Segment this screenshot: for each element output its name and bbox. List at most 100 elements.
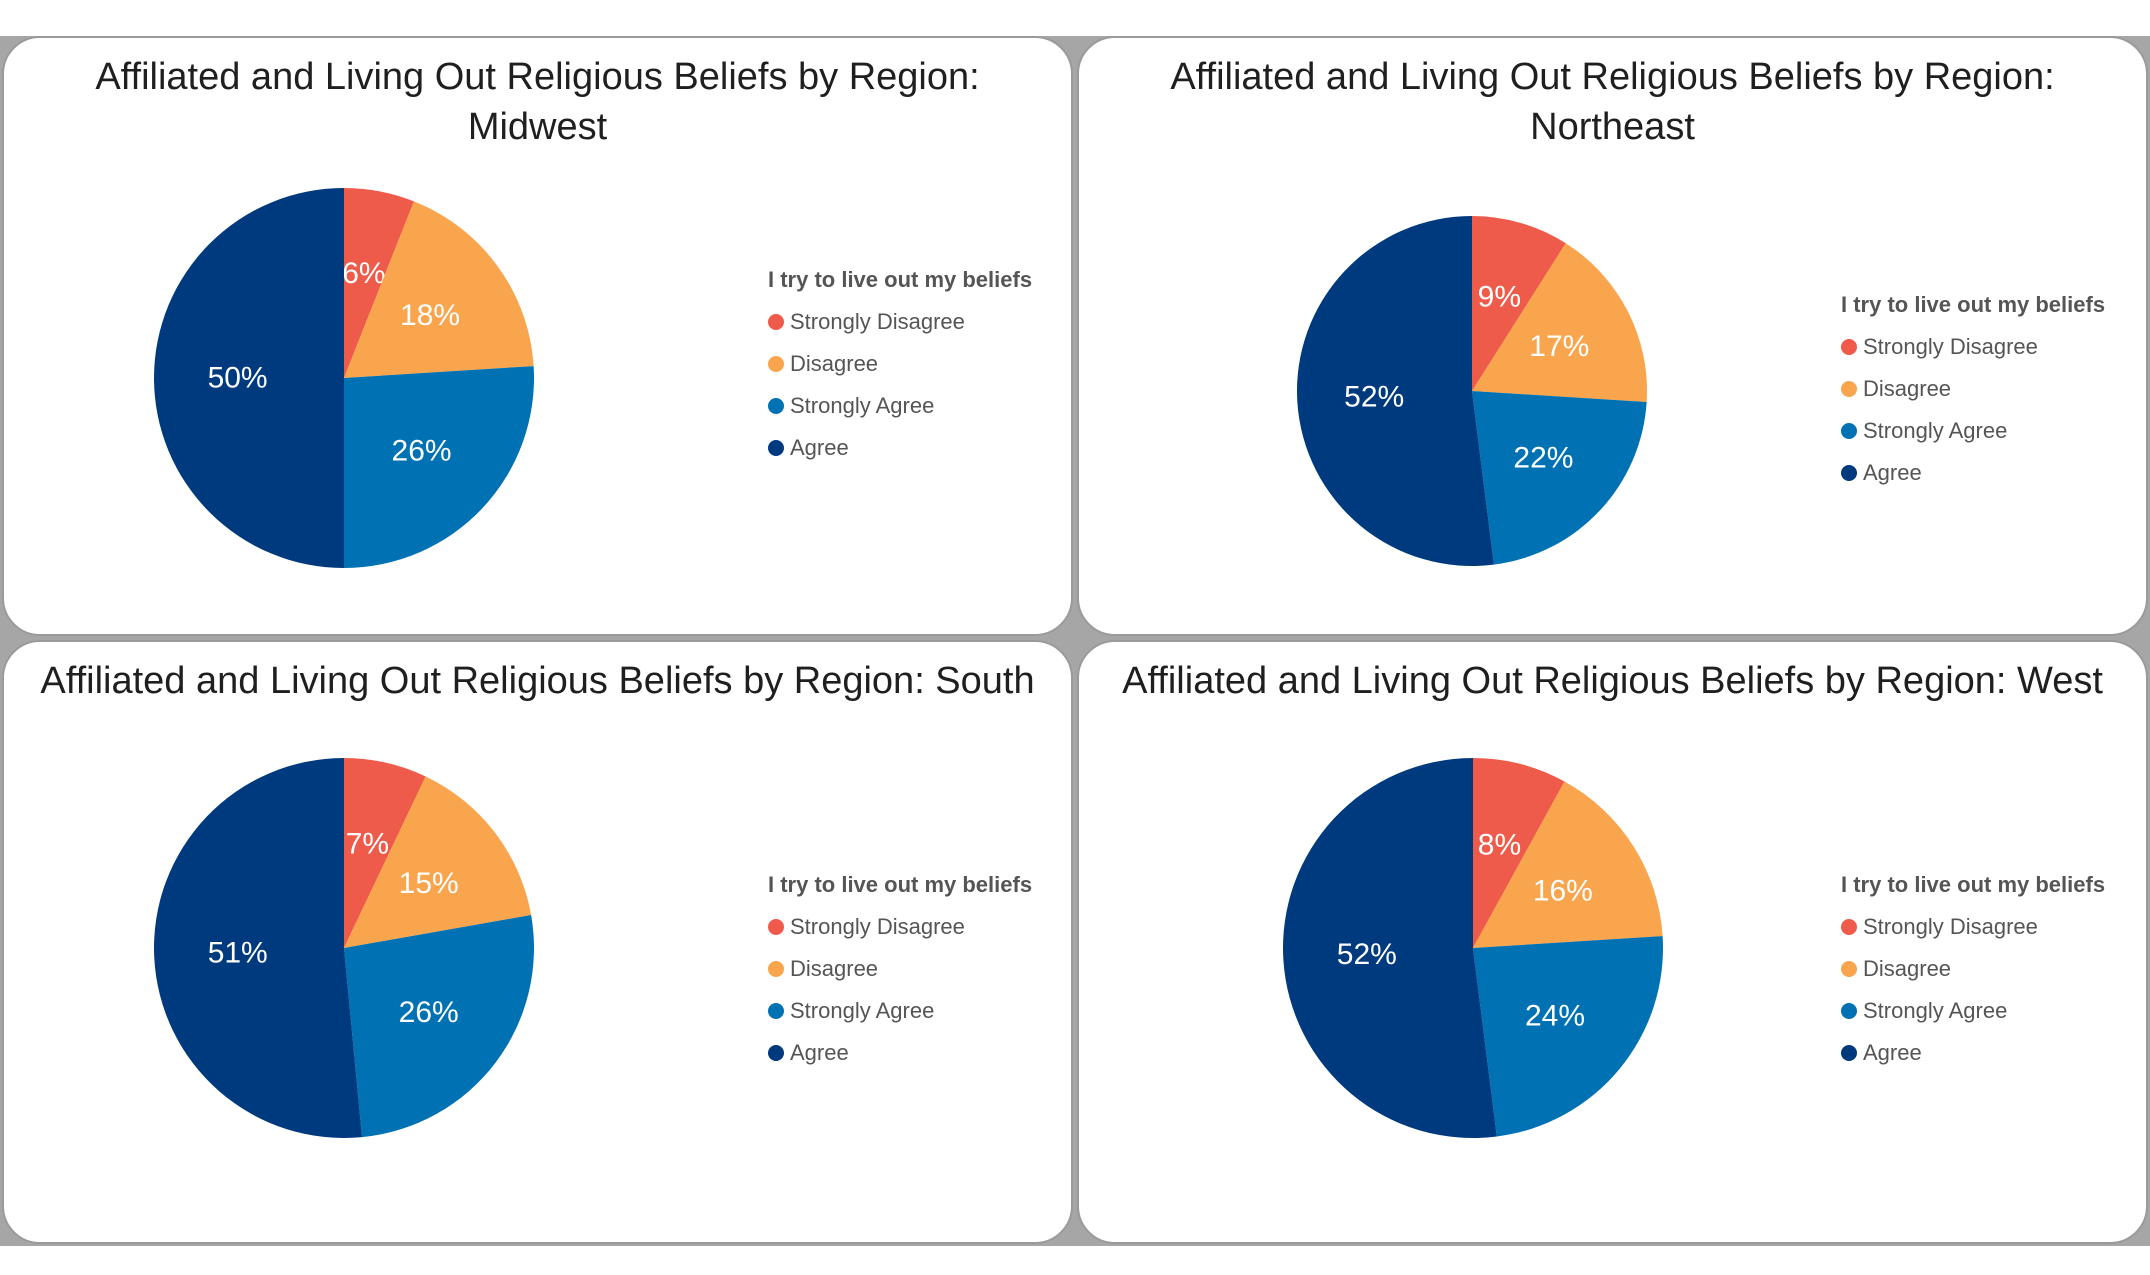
legend-item-strongly-disagree: Strongly Disagree — [1841, 326, 2105, 368]
legend-swatch — [1841, 919, 1857, 935]
legend-item-disagree: Disagree — [1841, 948, 2105, 990]
legend-swatch — [1841, 465, 1857, 481]
legend-label: Agree — [1863, 1040, 1922, 1065]
legend-swatch — [1841, 339, 1857, 355]
legend-title: I try to live out my beliefs — [1841, 292, 2106, 317]
legend-label: Strongly Agree — [1863, 418, 2008, 443]
legend-item-strongly-agree: Strongly Agree — [1841, 410, 2105, 452]
chart-legend: I try to live out my beliefs Strongly Di… — [1841, 872, 2105, 1074]
pie-slice-strongly-disagree — [344, 758, 426, 948]
legend-item-disagree: Disagree — [768, 948, 1032, 990]
legend-item-disagree: Disagree — [1841, 368, 2105, 410]
data-label-strongly-disagree: 9% — [1478, 280, 1521, 313]
chart-legend: I try to live out my beliefs Strongly Di… — [768, 872, 1032, 1074]
pie-chart: 9%17% 22% 52% — [1297, 216, 1647, 566]
legend-item-strongly-disagree: Strongly Disagree — [768, 301, 1032, 343]
pie-chart: 6% 18% 26% 50% — [154, 188, 534, 568]
chart-title: Affiliated and Living Out Religious Beli… — [40, 660, 1035, 702]
data-label-disagree: 16% — [1533, 874, 1593, 907]
pie-slice-strongly-agree — [1472, 391, 1647, 565]
pie-slice-strongly-disagree — [1473, 758, 1565, 948]
data-label-strongly-disagree: 8% — [1478, 828, 1521, 861]
legend-swatch — [1841, 961, 1857, 977]
legend-label: Strongly Agree — [790, 998, 935, 1023]
pie-slice-agree — [1283, 758, 1497, 1138]
chart-panel-west: Affiliated and Living Out Religious Beli… — [1077, 640, 2148, 1244]
chart-legend: I try to live out my beliefs Strongly Di… — [768, 267, 1032, 469]
chart-title: Affiliated and Living Out Religious Beli… — [1170, 56, 2055, 148]
data-label-disagree: 18% — [400, 299, 460, 332]
chart-legend: I try to live out my beliefs Strongly Di… — [1841, 292, 2105, 494]
data-label-agree: 52% — [1344, 381, 1404, 414]
pie-slice-agree — [154, 758, 363, 1138]
legend-label: Strongly Agree — [1863, 998, 2008, 1023]
data-label-strongly-agree: 26% — [392, 434, 452, 467]
pie-slice-strongly-disagree — [344, 188, 414, 378]
legend-item-strongly-agree: Strongly Agree — [768, 385, 1032, 427]
legend-swatch — [1841, 381, 1857, 397]
legend-swatch — [768, 440, 784, 456]
legend-label: Strongly Disagree — [790, 914, 965, 939]
pie-slice-strongly-disagree — [1472, 216, 1566, 391]
legend-item-disagree: Disagree — [768, 343, 1032, 385]
legend-title: I try to live out my beliefs — [1841, 872, 2106, 897]
data-label-agree: 50% — [208, 362, 268, 395]
pie-chart: 7% 15% 26% 51% — [154, 758, 534, 1138]
data-label-disagree: 15% — [399, 867, 459, 900]
legend-label: Disagree — [790, 956, 879, 981]
legend-label: Agree — [790, 1040, 849, 1065]
chart-panel-south: Affiliated and Living Out Religious Beli… — [2, 640, 1073, 1244]
legend-swatch — [768, 314, 784, 330]
data-label-strongly-disagree: 7% — [346, 828, 389, 861]
legend-swatch — [1841, 1045, 1857, 1061]
legend-item-agree: Agree — [768, 1032, 1032, 1074]
legend-title: I try to live out my beliefs — [768, 267, 1033, 292]
legend-label: Disagree — [790, 351, 879, 376]
legend-swatch — [768, 1003, 784, 1019]
legend-item-agree: Agree — [1841, 452, 2105, 494]
pie-slice-strongly-agree — [344, 915, 534, 1138]
pie-slice-disagree — [1473, 781, 1663, 948]
legend-item-strongly-disagree: Strongly Disagree — [1841, 906, 2105, 948]
data-label-strongly-agree: 22% — [1513, 442, 1573, 475]
legend-label: Strongly Disagree — [790, 309, 965, 334]
chart-panel-northeast: Affiliated and Living Out Religious Beli… — [1077, 36, 2148, 636]
pie-slice-strongly-agree — [344, 366, 534, 568]
legend-item-strongly-disagree: Strongly Disagree — [768, 906, 1032, 948]
pie-slice-agree — [154, 188, 344, 568]
data-label-strongly-agree: 26% — [399, 996, 459, 1029]
pie-slice-disagree — [344, 776, 532, 948]
legend-swatch — [1841, 423, 1857, 439]
pie-chart: 8% 16% 24% 52% — [1283, 758, 1663, 1138]
chart-panel-midwest: Affiliated and Living Out Religious Beli… — [2, 36, 1073, 636]
legend-title: I try to live out my beliefs — [768, 872, 1033, 897]
legend-label: Agree — [1863, 460, 1922, 485]
legend-label: Agree — [790, 435, 849, 460]
pie-slice-strongly-agree — [1473, 936, 1663, 1137]
legend-swatch — [768, 919, 784, 935]
legend-swatch — [768, 398, 784, 414]
legend-label: Strongly Disagree — [1863, 914, 2038, 939]
data-label-agree: 52% — [1337, 938, 1397, 971]
pie-slice-disagree — [344, 201, 534, 378]
legend-swatch — [1841, 1003, 1857, 1019]
data-label-strongly-agree: 24% — [1525, 999, 1585, 1032]
pie-slice-agree — [1297, 216, 1494, 566]
data-label-disagree: 17% — [1529, 330, 1589, 363]
legend-label: Strongly Agree — [790, 393, 935, 418]
legend-swatch — [768, 1045, 784, 1061]
chart-title: Affiliated and Living Out Religious Beli… — [95, 56, 980, 148]
legend-item-strongly-agree: Strongly Agree — [1841, 990, 2105, 1032]
legend-label: Strongly Disagree — [1863, 334, 2038, 359]
chart-title: Affiliated and Living Out Religious Beli… — [1122, 660, 2103, 702]
legend-item-agree: Agree — [1841, 1032, 2105, 1074]
legend-swatch — [768, 356, 784, 372]
legend-label: Disagree — [1863, 956, 1952, 981]
legend-swatch — [768, 961, 784, 977]
chart-grid: Affiliated and Living Out Religious Beli… — [0, 36, 2150, 1246]
data-label-agree: 51% — [208, 937, 268, 970]
pie-slice-disagree — [1472, 243, 1647, 402]
legend-item-agree: Agree — [768, 427, 1032, 469]
data-label-strongly-disagree: 6% — [342, 257, 385, 290]
legend-item-strongly-agree: Strongly Agree — [768, 990, 1032, 1032]
